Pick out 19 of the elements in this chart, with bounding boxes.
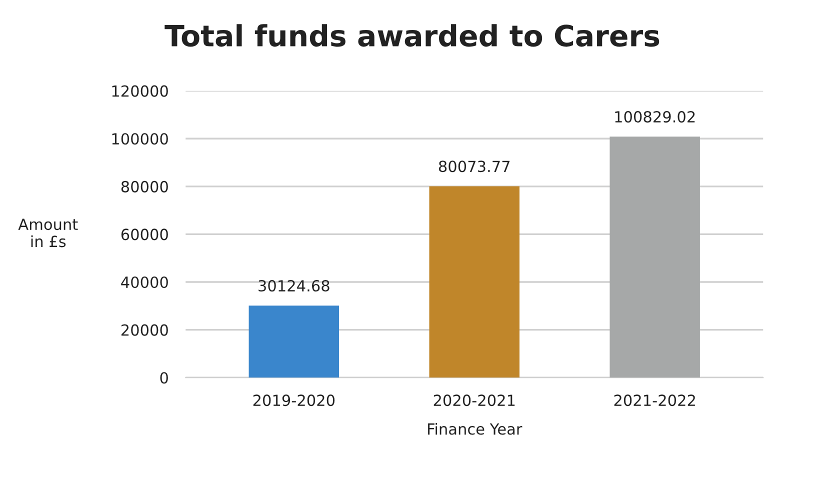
y-tick-label: 0 bbox=[160, 372, 168, 384]
x-axis-title: Finance Year bbox=[428, 422, 522, 435]
x-tick-label: 2020-2021 bbox=[434, 394, 515, 406]
x-tick-label: 2021-2022 bbox=[614, 394, 695, 406]
data-label: 80073.77 bbox=[438, 160, 510, 172]
data-label: 100829.02 bbox=[615, 111, 695, 123]
x-tick-label: 2019-2020 bbox=[253, 394, 335, 406]
y-tick-label: 80000 bbox=[121, 180, 168, 192]
y-tick-label: 40000 bbox=[121, 276, 168, 288]
y-tick-label: 100000 bbox=[112, 133, 168, 145]
bar bbox=[248, 306, 340, 378]
y-tick-label: 20000 bbox=[121, 324, 168, 336]
data-label: 30124.68 bbox=[258, 280, 330, 292]
bar bbox=[610, 136, 700, 378]
chart-title: Total funds awarded to Carers bbox=[164, 24, 660, 47]
y-axis-title: Amount in £s bbox=[18, 218, 78, 248]
y-tick-label: 60000 bbox=[121, 228, 168, 240]
bar bbox=[429, 186, 520, 378]
y-tick-label: 120000 bbox=[112, 85, 168, 97]
